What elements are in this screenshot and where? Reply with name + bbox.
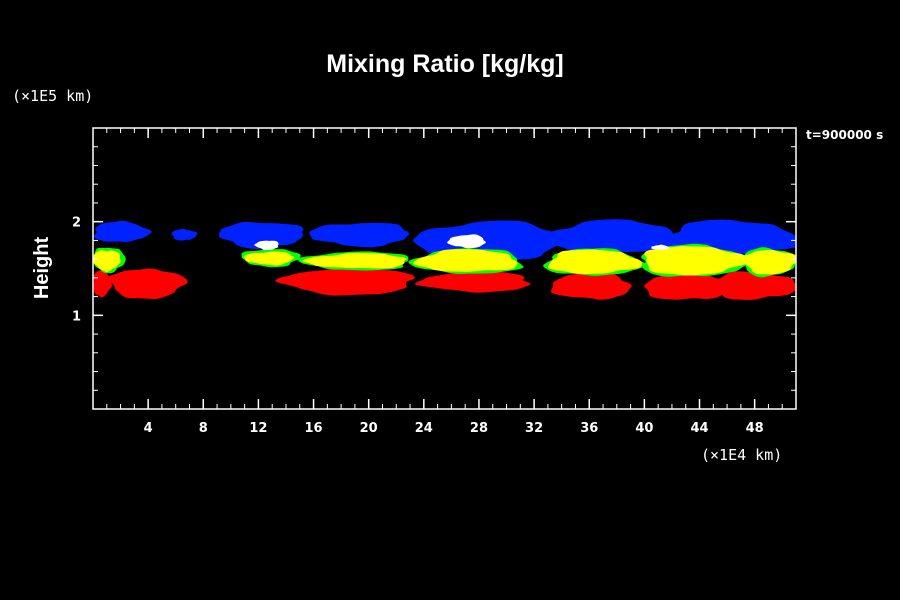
red-contour-region [93,270,112,298]
plot-area [93,219,796,300]
x-tick-label: 36 [580,421,598,436]
x-tick-label: 44 [690,421,708,436]
white-contour-layer [254,234,670,251]
yellow-contour-region [413,249,518,272]
red-contour-region [644,270,731,300]
x-tick-label: 28 [470,421,488,436]
blue-contour-region [219,221,304,250]
y-unit-label: (×1E5 km) [12,87,93,105]
time-label: t=900000 s [806,128,883,142]
yellow-contour-region [548,249,643,275]
blue-contour-region [93,220,152,243]
plot-frame [92,127,797,410]
x-tick-label: 20 [360,421,378,436]
blue-contour-region [309,222,410,248]
x-tick-label: 40 [635,421,653,436]
yellow-contour-region [93,250,121,272]
red-contour-region [710,271,796,300]
yellow-contour-region [243,251,295,266]
red-contour-region [275,268,415,296]
x-tick-label: 32 [525,421,543,436]
white-contour-region [254,240,279,251]
white-contour-region [651,244,670,250]
yellow-contour-region [644,246,749,276]
red-contour-region [414,272,531,293]
red-contour-region [550,270,632,300]
x-tick-label: 4 [144,421,153,436]
x-unit-label: (×1E4 km) [701,446,782,464]
red-contour-region [107,268,188,300]
x-tick-label: 48 [746,421,764,436]
x-tick-label: 12 [249,421,267,436]
yellow-contour-region [741,250,796,275]
y-tick-label: 1 [72,309,81,324]
y-tick-label: 2 [72,216,81,231]
white-contour-region [447,234,486,249]
chart-title: Mixing Ratio [kg/kg] [326,50,564,78]
x-tick-label: 8 [199,421,208,436]
x-tick-label: 16 [305,421,323,436]
x-tick-label: 24 [415,421,433,436]
y-axis-label: Height [31,237,53,300]
red-contour-layer [93,268,796,300]
yellow-contour-region [301,252,407,269]
blue-contour-region [171,228,198,241]
yellow-contour-layer [93,246,796,276]
blue-contour-region [545,219,678,253]
